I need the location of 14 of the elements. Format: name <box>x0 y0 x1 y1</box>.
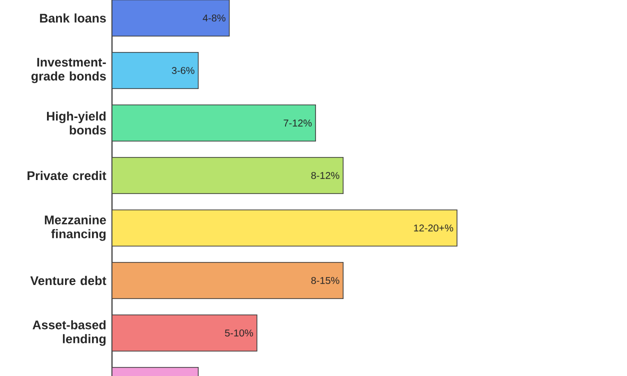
y-tick-label: Asset-based lending <box>32 320 106 346</box>
y-tick-label: Bank loans <box>40 13 106 23</box>
annotation: 4-8% <box>202 14 226 22</box>
y-tick-label: Private credit <box>28 170 106 180</box>
annotation: 8-15% <box>311 276 340 284</box>
y-tick-label: Venture debt <box>30 276 106 286</box>
y-tick-label: High-yield bonds <box>46 111 106 135</box>
annotation: 3-6% <box>172 66 194 74</box>
annotation: 8-12% <box>311 172 340 180</box>
annotation: 12-20+% <box>414 224 454 232</box>
y-tick-label: Mezzanine financing <box>44 215 106 241</box>
annotation: 5-10% <box>224 329 254 337</box>
annotation: 7-12% <box>284 120 312 127</box>
y-tick-label: Investment-grade bonds <box>31 58 106 84</box>
